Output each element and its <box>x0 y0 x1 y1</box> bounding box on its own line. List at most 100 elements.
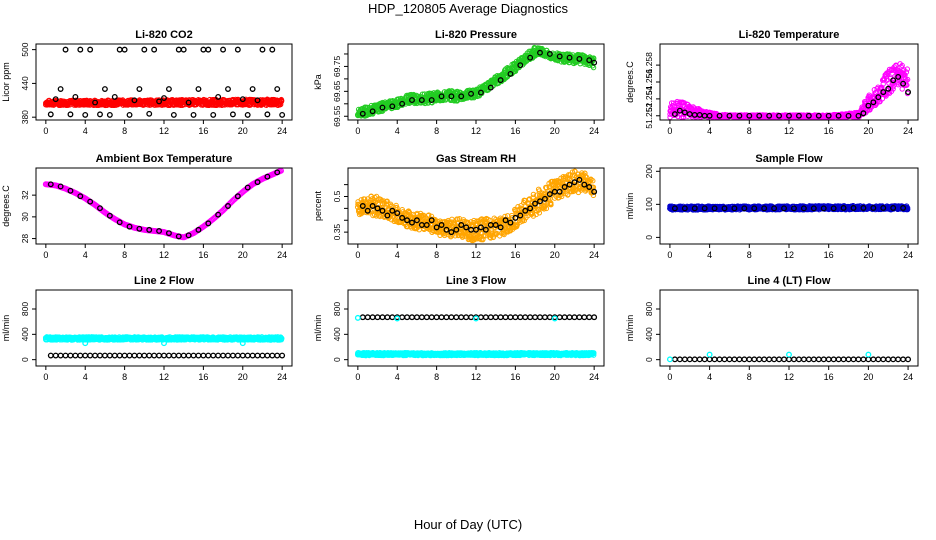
data-point <box>691 205 698 212</box>
x-tick-label: 8 <box>122 126 127 136</box>
panel-plot-area <box>354 168 598 244</box>
data-point <box>244 184 251 191</box>
x-tick-label: 20 <box>550 126 560 136</box>
panel-y-label: ml/min <box>625 193 635 220</box>
data-point <box>52 96 59 103</box>
data-point <box>771 205 778 212</box>
data-point <box>116 219 123 226</box>
band-point <box>518 205 524 211</box>
data-point <box>860 205 867 211</box>
data-point <box>591 59 598 66</box>
data-point <box>776 112 783 119</box>
data-point <box>731 205 738 212</box>
data-point <box>482 226 489 233</box>
series-1 <box>43 96 285 109</box>
data-point <box>116 46 123 53</box>
x-tick-label: 16 <box>510 250 520 260</box>
panel-y-label: ml/min <box>1 315 11 342</box>
data-point <box>576 176 583 183</box>
x-tick-label: 4 <box>83 250 88 260</box>
data-point <box>369 203 376 209</box>
y-tick-label: 69.55 <box>332 105 342 127</box>
data-point <box>404 217 411 224</box>
data-point <box>87 46 94 53</box>
data-point <box>741 205 748 212</box>
panel-y-label: Licor ppm <box>1 62 11 102</box>
band-point <box>560 189 566 195</box>
data-point <box>517 212 524 219</box>
series-1 <box>42 334 285 343</box>
data-point <box>185 232 192 239</box>
band-point <box>558 193 565 200</box>
data-point <box>850 205 857 211</box>
data-point <box>676 107 683 114</box>
band-point <box>899 62 905 69</box>
band-point <box>530 191 537 198</box>
data-point <box>180 46 187 53</box>
x-tick-label: 4 <box>707 126 712 136</box>
data-point <box>379 207 386 214</box>
panel-plot-area <box>667 203 911 213</box>
x-tick-label: 4 <box>395 250 400 260</box>
data-point <box>537 198 543 205</box>
data-point <box>546 191 553 198</box>
band-point <box>583 174 590 181</box>
data-point <box>522 207 529 214</box>
y-tick-label: 69.75 <box>332 56 342 78</box>
data-point <box>111 93 118 100</box>
data-point <box>389 103 396 110</box>
data-point <box>458 222 465 228</box>
data-point <box>205 46 212 53</box>
x-tick-label: 0 <box>667 250 672 260</box>
data-point <box>200 46 207 53</box>
data-point <box>165 86 172 92</box>
band-point <box>590 178 596 184</box>
band-point <box>367 208 374 215</box>
data-point <box>121 46 128 53</box>
data-point <box>274 169 281 176</box>
data-point <box>141 46 148 53</box>
data-point <box>820 205 827 212</box>
data-point <box>379 104 386 111</box>
data-point <box>438 93 445 100</box>
data-point <box>561 184 568 190</box>
data-point <box>566 54 573 61</box>
data-point <box>106 111 113 118</box>
data-point <box>791 205 797 212</box>
data-point <box>384 212 391 219</box>
data-point <box>131 97 138 104</box>
data-point <box>190 111 197 118</box>
x-tick-label: 16 <box>510 126 520 136</box>
panel-frame <box>35 43 293 121</box>
data-point <box>473 226 479 233</box>
band-point <box>426 212 432 218</box>
band-point <box>420 215 427 221</box>
data-point <box>870 205 877 211</box>
x-tick-label: 0 <box>43 250 48 260</box>
data-point <box>492 222 499 228</box>
data-point <box>418 97 425 104</box>
series-2 <box>47 46 286 118</box>
band-point <box>565 192 571 198</box>
data-point <box>413 217 420 224</box>
data-point <box>761 205 768 212</box>
band-point <box>278 97 285 104</box>
series-1 <box>354 44 597 119</box>
data-point <box>239 96 246 103</box>
data-point <box>389 207 396 214</box>
data-point <box>448 93 455 100</box>
data-point <box>711 205 718 212</box>
y-tick-label: 0.5 <box>332 190 342 202</box>
data-point <box>67 187 74 194</box>
panel-plot-area <box>42 168 284 241</box>
data-point <box>215 211 222 218</box>
x-tick-label: 20 <box>238 126 248 136</box>
data-point <box>716 112 723 119</box>
data-point <box>136 225 143 232</box>
data-point <box>795 112 802 119</box>
data-point <box>825 112 832 119</box>
data-point <box>830 205 837 212</box>
